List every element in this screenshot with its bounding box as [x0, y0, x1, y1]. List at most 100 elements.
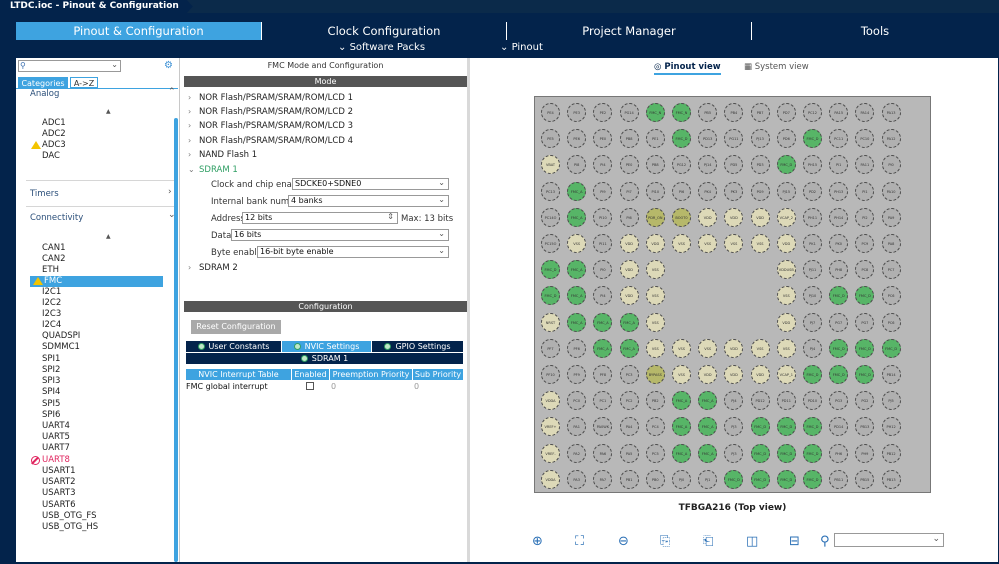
data-select[interactable]: 16 bits ⌄	[231, 229, 449, 241]
pin-vdd[interactable]: VDD	[698, 365, 718, 384]
pin-vss[interactable]: VSS	[645, 338, 665, 358]
gear-icon[interactable]: ⚙	[164, 60, 173, 71]
pin-fmc_a[interactable]: FMC_A	[672, 443, 691, 463]
pin-ph13[interactable]: PH13	[829, 181, 849, 201]
search-input[interactable]: ⚲ ⌄	[18, 60, 121, 72]
pin-pj15[interactable]: PJ15	[776, 181, 796, 201]
list-item-usart1[interactable]: USART1	[42, 466, 76, 476]
pin-fmc_d[interactable]: FMC_D	[803, 469, 822, 489]
pin-pj4[interactable]: PJ4	[724, 391, 744, 411]
pin-pd12[interactable]: PD12	[750, 391, 770, 411]
pin-vss[interactable]: VSS	[672, 365, 691, 384]
pin-fmc_d[interactable]: FMC_D	[724, 469, 744, 489]
pin-pj0[interactable]: PJ0	[672, 469, 691, 489]
list-item-i2c1[interactable]: I2C1	[42, 287, 62, 297]
list-item-spi2[interactable]: SPI2	[42, 365, 61, 375]
pin-pj3[interactable]: PJ3	[724, 443, 744, 463]
pinout-menu[interactable]: ⌄ Pinout	[500, 42, 543, 53]
pin-fmc_a[interactable]: FMC_A	[567, 260, 587, 280]
tab-categories[interactable]: Categories	[18, 77, 68, 88]
pin-pa11[interactable]: PA11	[855, 155, 875, 175]
pin-pd13[interactable]: PD13	[698, 129, 718, 149]
pin-fmc_d[interactable]: FMC_D	[855, 365, 875, 384]
chevron-down-icon[interactable]: ⌄	[111, 60, 118, 69]
pin-pb8[interactable]: PB8	[645, 155, 665, 175]
pin-vss[interactable]: VSS	[724, 234, 744, 253]
list-item-can2[interactable]: CAN2	[42, 254, 66, 264]
pin-fmc_d[interactable]: FMC_D	[541, 286, 560, 306]
pin-ph11[interactable]: PH11	[803, 207, 822, 227]
pin-pd10[interactable]: PD10	[803, 391, 822, 411]
pin-vdd[interactable]: VDD	[750, 207, 770, 227]
pin-pb0[interactable]: PB0	[645, 469, 665, 489]
pin-pd6[interactable]: PD6	[776, 129, 796, 149]
pin-pf6[interactable]: PF6	[567, 338, 587, 358]
list-item-spi4[interactable]: SPI4	[42, 387, 61, 397]
breadcrumb[interactable]: LTDC.ioc - Pinout & Configuration	[0, 0, 193, 13]
pin-pa9[interactable]: PA9	[881, 207, 901, 227]
pin-vss[interactable]: VSS	[645, 260, 665, 280]
chevron-down-icon[interactable]: ⌄	[168, 210, 176, 220]
pin-vdd[interactable]: VDD	[724, 338, 744, 358]
mode-sdram-1[interactable]: ⌄ SDRAM 1	[188, 165, 238, 175]
pin-vss[interactable]: VSS	[567, 234, 587, 253]
pin-fmc_n[interactable]: FMC_N	[672, 103, 691, 122]
pin-vss[interactable]: VSS	[776, 286, 796, 306]
pin-pc0[interactable]: PC0	[567, 391, 587, 411]
pin-pj4[interactable]: PJ4	[803, 338, 822, 358]
pin-vdda[interactable]: VDDA	[541, 391, 560, 411]
tab-nvic-settings[interactable]: NVIC Settings	[282, 341, 371, 352]
pin-bypass[interactable]: BYPASS	[645, 365, 665, 384]
pin-ph15[interactable]: PH15	[803, 155, 822, 175]
section-analog[interactable]: Analog	[30, 89, 60, 99]
pin-pi6[interactable]: PI6	[672, 181, 691, 201]
column-header[interactable]: Preemption Priority	[330, 369, 412, 380]
pin-pj3[interactable]: PJ3	[724, 417, 744, 437]
pin-pi9[interactable]: PI9	[593, 181, 613, 201]
sub-priority-value[interactable]: 0	[414, 382, 420, 391]
list-item-fmc[interactable]: FMC	[30, 276, 163, 287]
column-header[interactable]: NVIC Interrupt Table	[186, 369, 291, 380]
list-item-uart7[interactable]: UART7	[42, 443, 70, 453]
pin-fmc_d[interactable]: FMC_D	[776, 155, 796, 175]
search-icon[interactable]: ⚲	[820, 534, 830, 549]
list-item-usart6[interactable]: USART6	[42, 500, 76, 510]
flip-horizontal-icon[interactable]: ◫	[746, 534, 759, 549]
pin-fmc_d[interactable]: FMC_D	[776, 443, 796, 463]
pin-vdd[interactable]: VDD	[724, 365, 744, 384]
pin-ph14[interactable]: PH14	[829, 207, 849, 227]
pin-pe0[interactable]: PE0	[619, 155, 639, 175]
pin-pi1[interactable]: PI1	[855, 181, 875, 201]
pin-pb7[interactable]: PB7	[750, 103, 770, 122]
pin-pc12[interactable]: PC12	[803, 103, 822, 122]
pin-fmc_d[interactable]: FMC_D	[541, 260, 560, 280]
list-item-can1[interactable]: CAN1	[42, 243, 66, 253]
pin-vdd[interactable]: VDD	[619, 286, 639, 306]
pin-vdd[interactable]: VDD	[776, 234, 796, 253]
pin-fmc_d[interactable]: FMC_D	[829, 365, 849, 384]
pin-vss[interactable]: VSS	[698, 234, 718, 253]
pin-vdd[interactable]: VDD	[724, 207, 744, 227]
pin-pi0[interactable]: PI0	[593, 260, 613, 280]
zoom-in-icon[interactable]: ⊕	[532, 534, 543, 549]
mode-nor-1[interactable]: › NOR Flash/PSRAM/SRAM/ROM/LCD 1	[188, 93, 353, 103]
pin-pa1[interactable]: PA1	[567, 417, 587, 437]
list-item-sdmmc1[interactable]: SDMMC1	[42, 342, 80, 352]
pin-fmc_d[interactable]: FMC_D	[881, 338, 901, 358]
section-connectivity[interactable]: Connectivity	[30, 213, 84, 223]
pin-pe6[interactable]: PE6	[567, 129, 587, 149]
pin-pc6[interactable]: PC6	[881, 312, 901, 332]
pin-pi10[interactable]: PI10	[593, 207, 613, 227]
pin-pc14o[interactable]: PC14O	[541, 207, 560, 227]
list-item-adc1[interactable]: ADC1	[42, 118, 66, 128]
pin-pc9[interactable]: PC9	[855, 234, 875, 253]
pin-vss[interactable]: VSS	[645, 312, 665, 332]
mode-nor-3[interactable]: › NOR Flash/PSRAM/SRAM/ROM/LCD 3	[188, 121, 353, 131]
software-packs-menu[interactable]: ⌄ Software Packs	[338, 42, 426, 53]
list-item-spi1[interactable]: SPI1	[42, 354, 61, 364]
pin-pi2[interactable]: PI2	[855, 207, 875, 227]
column-header[interactable]: Enabled	[292, 369, 329, 380]
pin-pe4[interactable]: PE4	[541, 103, 560, 122]
address-spinner[interactable]: 12 bits ⇕	[242, 212, 398, 224]
pin-pc4[interactable]: PC4	[645, 417, 665, 437]
